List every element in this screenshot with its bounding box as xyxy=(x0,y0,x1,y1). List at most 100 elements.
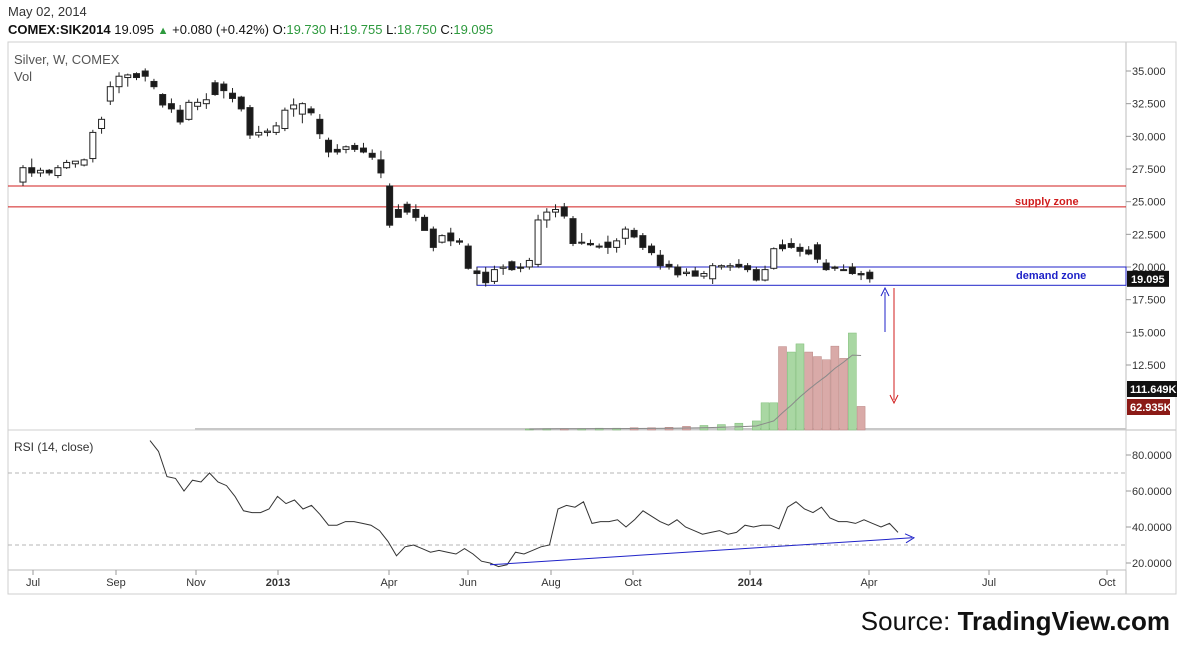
candle-body[interactable] xyxy=(202,99,210,105)
candle-body[interactable] xyxy=(438,235,446,243)
candle-body[interactable] xyxy=(290,104,298,110)
candle-body[interactable] xyxy=(307,108,315,114)
candle-body[interactable] xyxy=(368,152,376,158)
candle-body[interactable] xyxy=(499,266,507,269)
candle-body[interactable] xyxy=(325,139,333,153)
candle-body[interactable] xyxy=(342,146,350,150)
candle-body[interactable] xyxy=(508,261,516,271)
candle-body[interactable] xyxy=(80,159,88,166)
candle-body[interactable] xyxy=(386,185,394,226)
candle-body[interactable] xyxy=(691,270,699,277)
candle-body[interactable] xyxy=(194,101,202,107)
candle-body[interactable] xyxy=(316,118,324,135)
price-chart[interactable]: Silver, W, COMEX Vol RSI (14, close) 35.… xyxy=(0,0,1184,600)
candle-body[interactable] xyxy=(464,245,472,269)
candle-body[interactable] xyxy=(613,240,621,248)
candle-body[interactable] xyxy=(403,203,411,213)
candle-body[interactable] xyxy=(176,109,184,123)
candle-body[interactable] xyxy=(377,159,385,174)
candle-body[interactable] xyxy=(630,229,638,238)
candle-body[interactable] xyxy=(857,273,865,276)
candle-body[interactable] xyxy=(831,266,839,269)
candle-body[interactable] xyxy=(185,101,193,120)
candle-body[interactable] xyxy=(115,75,123,88)
candle-body[interactable] xyxy=(19,167,27,183)
candle-body[interactable] xyxy=(482,271,490,284)
candle-body[interactable] xyxy=(124,74,132,79)
rsi-divergence-line[interactable] xyxy=(489,537,913,566)
candle-body[interactable] xyxy=(359,147,367,153)
candle-body[interactable] xyxy=(71,160,79,165)
candle-body[interactable] xyxy=(229,92,237,99)
candle-body[interactable] xyxy=(237,96,245,110)
candle-body[interactable] xyxy=(98,118,106,129)
candle-body[interactable] xyxy=(412,209,420,218)
candle-body[interactable] xyxy=(150,80,158,88)
candle-body[interactable] xyxy=(709,265,717,280)
candle-body[interactable] xyxy=(298,103,306,115)
candle-body[interactable] xyxy=(89,131,97,160)
candle-body[interactable] xyxy=(141,70,149,77)
candle-body[interactable] xyxy=(447,232,455,242)
candle-body[interactable] xyxy=(263,130,271,133)
candle-body[interactable] xyxy=(517,266,525,269)
candle-body[interactable] xyxy=(456,240,463,243)
candle-body[interactable] xyxy=(211,82,219,96)
candle-body[interactable] xyxy=(639,235,647,248)
candle-body[interactable] xyxy=(28,167,36,174)
candle-body[interactable] xyxy=(36,169,44,174)
candle-body[interactable] xyxy=(167,103,175,110)
candle-body[interactable] xyxy=(351,144,359,150)
candle-body[interactable] xyxy=(281,109,289,129)
candle-body[interactable] xyxy=(429,228,437,248)
candle-body[interactable] xyxy=(770,248,778,269)
candle-body[interactable] xyxy=(787,242,795,248)
candle-body[interactable] xyxy=(656,254,664,267)
candle-body[interactable] xyxy=(752,269,760,281)
candle-body[interactable] xyxy=(421,216,429,231)
candle-body[interactable] xyxy=(534,219,542,265)
candle-body[interactable] xyxy=(796,246,804,252)
candle-body[interactable] xyxy=(255,131,263,136)
candle-body[interactable] xyxy=(648,245,656,254)
symbol-name[interactable]: COMEX:SIK2014 xyxy=(8,22,111,37)
candle-body[interactable] xyxy=(866,271,874,280)
candle-body[interactable] xyxy=(543,211,551,221)
candle-body[interactable] xyxy=(569,218,577,244)
candle-body[interactable] xyxy=(805,249,813,255)
candle-body[interactable] xyxy=(761,269,769,281)
candle-body[interactable] xyxy=(779,244,787,250)
candle-body[interactable] xyxy=(621,228,629,239)
candle-body[interactable] xyxy=(552,209,560,213)
candle-body[interactable] xyxy=(604,241,612,248)
candle-body[interactable] xyxy=(473,270,481,275)
candle-body[interactable] xyxy=(682,271,690,275)
candle-body[interactable] xyxy=(735,263,743,268)
candle-body[interactable] xyxy=(394,209,402,218)
candle-body[interactable] xyxy=(726,265,734,268)
candle-body[interactable] xyxy=(840,269,848,272)
rsi-line[interactable] xyxy=(149,440,899,568)
candle-body[interactable] xyxy=(132,73,140,79)
candle-body[interactable] xyxy=(106,86,114,102)
candle-body[interactable] xyxy=(700,273,708,277)
candle-body[interactable] xyxy=(63,161,71,169)
candle-body[interactable] xyxy=(525,259,533,268)
candle-body[interactable] xyxy=(848,266,856,275)
candle-body[interactable] xyxy=(54,167,62,177)
candle-body[interactable] xyxy=(159,94,167,106)
candle-body[interactable] xyxy=(490,269,498,282)
candle-body[interactable] xyxy=(674,266,682,276)
candle-body[interactable] xyxy=(333,148,341,153)
candle-body[interactable] xyxy=(665,263,673,268)
candle-body[interactable] xyxy=(595,245,603,248)
candle-body[interactable] xyxy=(220,83,228,92)
candle-body[interactable] xyxy=(272,125,280,133)
candle-body[interactable] xyxy=(813,244,821,260)
candle-body[interactable] xyxy=(246,107,254,136)
candle-body[interactable] xyxy=(717,265,725,268)
candle-body[interactable] xyxy=(45,169,53,174)
candle-body[interactable] xyxy=(578,241,586,244)
source-brand[interactable]: TradingView.com xyxy=(957,606,1170,636)
candle-body[interactable] xyxy=(586,242,594,246)
